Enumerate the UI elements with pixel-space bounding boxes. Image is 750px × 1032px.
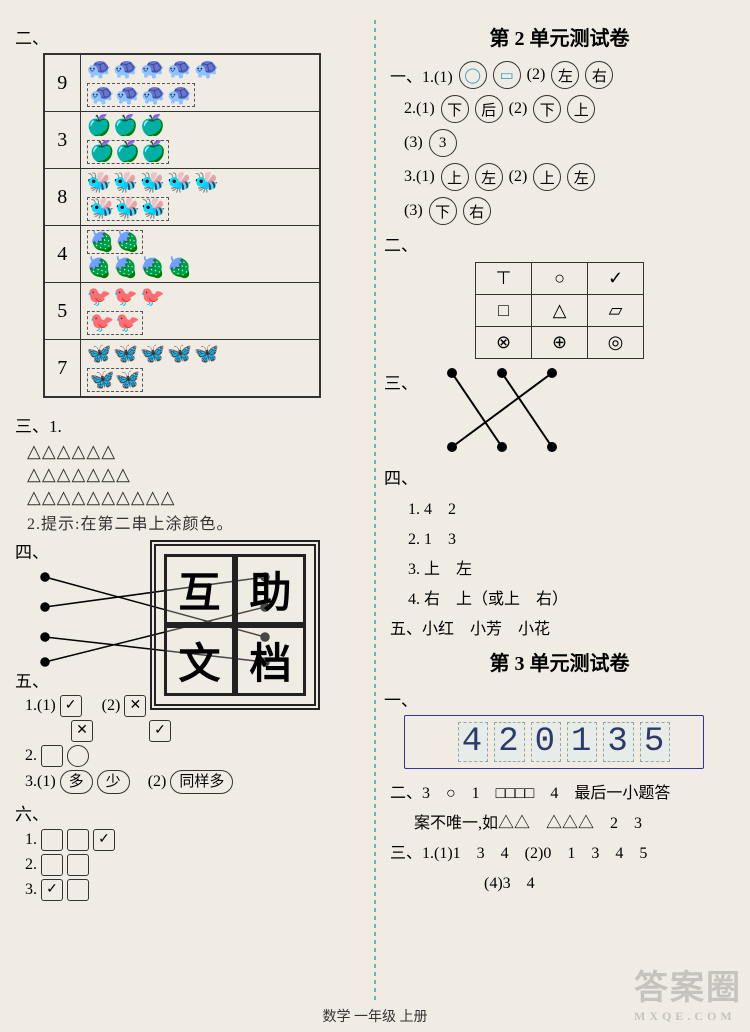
txt: 1.(1) xyxy=(25,697,56,715)
triangle-row: △△△△△△ xyxy=(27,441,366,462)
five-1b: ✕ ✓ xyxy=(71,720,366,742)
txt: (2) xyxy=(148,773,167,791)
four-line: 3. 上 左 xyxy=(408,555,735,579)
u3-l3: 三、1.(1)1 3 4 (2)0 1 3 4 5 xyxy=(390,839,735,863)
txt: 2. xyxy=(25,856,37,874)
sec5-label: 五、 xyxy=(15,672,49,691)
box xyxy=(67,879,89,901)
box xyxy=(67,829,89,851)
txt: (3) xyxy=(404,202,423,220)
check-box: ✓ xyxy=(60,695,82,717)
sec3-label: 三、1. xyxy=(15,412,366,437)
empty-box xyxy=(41,745,63,767)
ans: 下 xyxy=(441,95,469,123)
txt: (2) xyxy=(527,66,546,84)
ans: 左 xyxy=(567,163,595,191)
triangle-row: △△△△△△△△△△ xyxy=(27,487,366,508)
check-box: ✓ xyxy=(41,879,63,901)
u3-l3b: (4)3 4 xyxy=(484,869,735,893)
ans: 左 xyxy=(551,61,579,89)
txt: (2) xyxy=(509,168,528,186)
unit3-title: 第 3 单元测试卷 xyxy=(384,647,735,676)
txt: (2) xyxy=(509,100,528,118)
shape-table: ⊤○✓□△▱⊗⊕◎ xyxy=(475,262,644,359)
check-box: ✓ xyxy=(149,720,171,742)
oval: 同样多 xyxy=(170,770,233,794)
four-line: 1. 4 2 xyxy=(408,495,735,519)
ans: 下 xyxy=(429,197,457,225)
count-table: 9🐢🐢🐢🐢🐢🐢🐢🐢🐢3🍎🍎🍎🍎🍎🍎8🐝🐝🐝🐝🐝🐝🐝🐝4🍓🍓🍓🍓🍓🍓5🐦🐦🐦🐦🐦7… xyxy=(43,53,321,398)
ans: 上 xyxy=(567,95,595,123)
txt: 2. xyxy=(25,747,37,765)
corner-watermark: 答案圈 MXQE.COM xyxy=(634,960,742,1024)
check-box: ✓ xyxy=(93,829,115,851)
cross-match xyxy=(442,365,572,455)
sec2-label: 二、 xyxy=(15,24,366,49)
u3-sec1: 一、 xyxy=(384,686,735,711)
q1-3: 3.(1) 上 左 (2) 上 左 xyxy=(404,163,735,191)
x-box: ✕ xyxy=(71,720,93,742)
empty-circle xyxy=(67,745,89,767)
txt: 3.(1) xyxy=(25,773,56,791)
unit2-title: 第 2 单元测试卷 xyxy=(384,22,735,51)
q1-2c: (3) 3 xyxy=(404,129,735,157)
left-column: 二、 9🐢🐢🐢🐢🐢🐢🐢🐢🐢3🍎🍎🍎🍎🍎🍎8🐝🐝🐝🐝🐝🐝🐝🐝4🍓🍓🍓🍓🍓🍓5🐦🐦🐦… xyxy=(15,20,366,1002)
u3-l2b: 案不唯一,如△△ △△△ 2 3 xyxy=(414,809,735,833)
q1-3c: (3) 下 右 xyxy=(404,197,735,225)
column-divider xyxy=(374,20,376,1002)
ans: 右 xyxy=(585,61,613,89)
r-sec2: 二、 xyxy=(384,231,735,256)
six-1: 1. ✓ xyxy=(25,829,366,851)
q1-2: 2.(1) 下 后 (2) 下 上 xyxy=(404,95,735,123)
four-line: 2. 1 3 xyxy=(408,525,735,549)
six-3: 3. ✓ xyxy=(25,879,366,901)
box xyxy=(41,829,63,851)
box xyxy=(41,854,63,876)
q1-1: 一、1.(1) ◯ ▭ (2) 左 右 xyxy=(390,61,735,89)
box xyxy=(67,854,89,876)
r-sec5: 五、小红 小芳 小花 xyxy=(390,615,735,639)
right-column: 第 2 单元测试卷 一、1.(1) ◯ ▭ (2) 左 右 2.(1) 下 后 … xyxy=(384,20,735,1002)
txt: (2) xyxy=(102,697,121,715)
sec6-label: 六、 xyxy=(15,800,366,825)
txt: 2.(1) xyxy=(404,100,435,118)
ans: 后 xyxy=(475,95,503,123)
five-3: 3.(1) 多 少 (2) 同样多 xyxy=(25,770,366,794)
sec3-hint: 2.提示:在第二串上涂颜色。 xyxy=(27,510,366,534)
r-sec4: 四、 xyxy=(384,464,735,489)
ans: 上 xyxy=(533,163,561,191)
txt: 1. xyxy=(25,831,37,849)
four-line: 4. 右 上（或上 右） xyxy=(408,585,735,609)
ans: 3 xyxy=(429,129,457,157)
oval: 少 xyxy=(97,770,130,794)
ans: 左 xyxy=(475,163,503,191)
ans: 上 xyxy=(441,163,469,191)
oval: 多 xyxy=(60,770,93,794)
six-2: 2. xyxy=(25,854,366,876)
ans: 右 xyxy=(463,197,491,225)
five-2: 2. xyxy=(25,745,366,767)
txt: 一、1.(1) xyxy=(390,63,453,87)
txt: (3) xyxy=(404,134,423,152)
rect-icon: ▭ xyxy=(493,61,521,89)
wm-small: MXQE.COM xyxy=(634,1009,742,1024)
circle-icon: ◯ xyxy=(459,61,487,89)
stamp-watermark: 互助文档 xyxy=(150,540,320,710)
ans: 下 xyxy=(533,95,561,123)
triangle-row: △△△△△△△ xyxy=(27,464,366,485)
wm-big: 答案圈 xyxy=(634,970,742,1007)
r-sec3: 三、 xyxy=(384,369,418,394)
segment-display: 420135 xyxy=(404,715,704,769)
txt: 3.(1) xyxy=(404,168,435,186)
txt: 3. xyxy=(25,881,37,899)
u3-l2: 二、3 ○ 1 □□□□ 4 最后一小题答 xyxy=(390,779,735,803)
x-box: ✕ xyxy=(124,695,146,717)
